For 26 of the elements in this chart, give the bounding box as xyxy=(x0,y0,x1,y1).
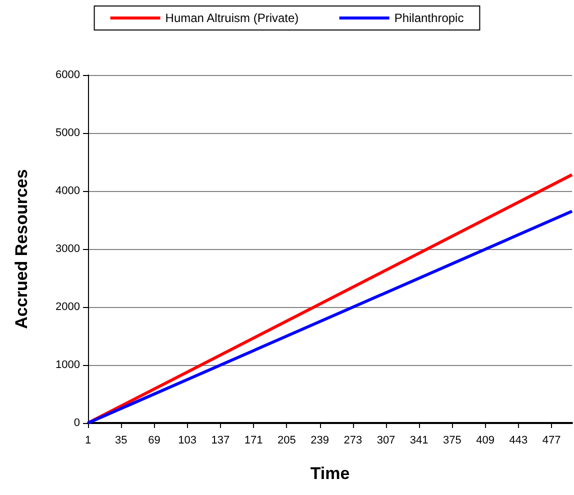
x-tick-label: 171 xyxy=(244,434,263,446)
y-tick-label: 6000 xyxy=(56,69,80,81)
y-tick-label: 5000 xyxy=(56,127,80,139)
x-tick-label: 239 xyxy=(310,434,329,446)
x-tick-label: 137 xyxy=(211,434,230,446)
y-tick-label: 1000 xyxy=(56,359,80,371)
x-tick-label: 273 xyxy=(344,434,362,446)
y-axis-title: Accrued Resources xyxy=(12,169,31,329)
x-tick-label: 103 xyxy=(178,434,197,446)
x-axis-title: Time xyxy=(310,464,350,483)
x-tick-label: 1 xyxy=(84,434,92,446)
y-tick-label: 4000 xyxy=(56,185,80,197)
legend-label: Philanthropic xyxy=(394,11,464,25)
x-tick-label: 477 xyxy=(542,434,561,446)
x-tick-label: 375 xyxy=(443,434,462,446)
x-tick-label: 205 xyxy=(277,434,296,446)
x-tick-label: 341 xyxy=(410,434,428,446)
y-tick-label: 3000 xyxy=(56,243,80,255)
x-tick-label: 69 xyxy=(148,434,160,446)
legend-label: Human Altruism (Private) xyxy=(165,11,299,25)
y-tick-label: 0 xyxy=(74,417,80,429)
y-tick-label: 2000 xyxy=(56,301,80,313)
x-tick-label: 409 xyxy=(476,434,495,446)
x-tick-label: 35 xyxy=(114,434,128,446)
x-tick-label: 443 xyxy=(509,434,528,446)
x-tick-label: 307 xyxy=(376,434,396,446)
